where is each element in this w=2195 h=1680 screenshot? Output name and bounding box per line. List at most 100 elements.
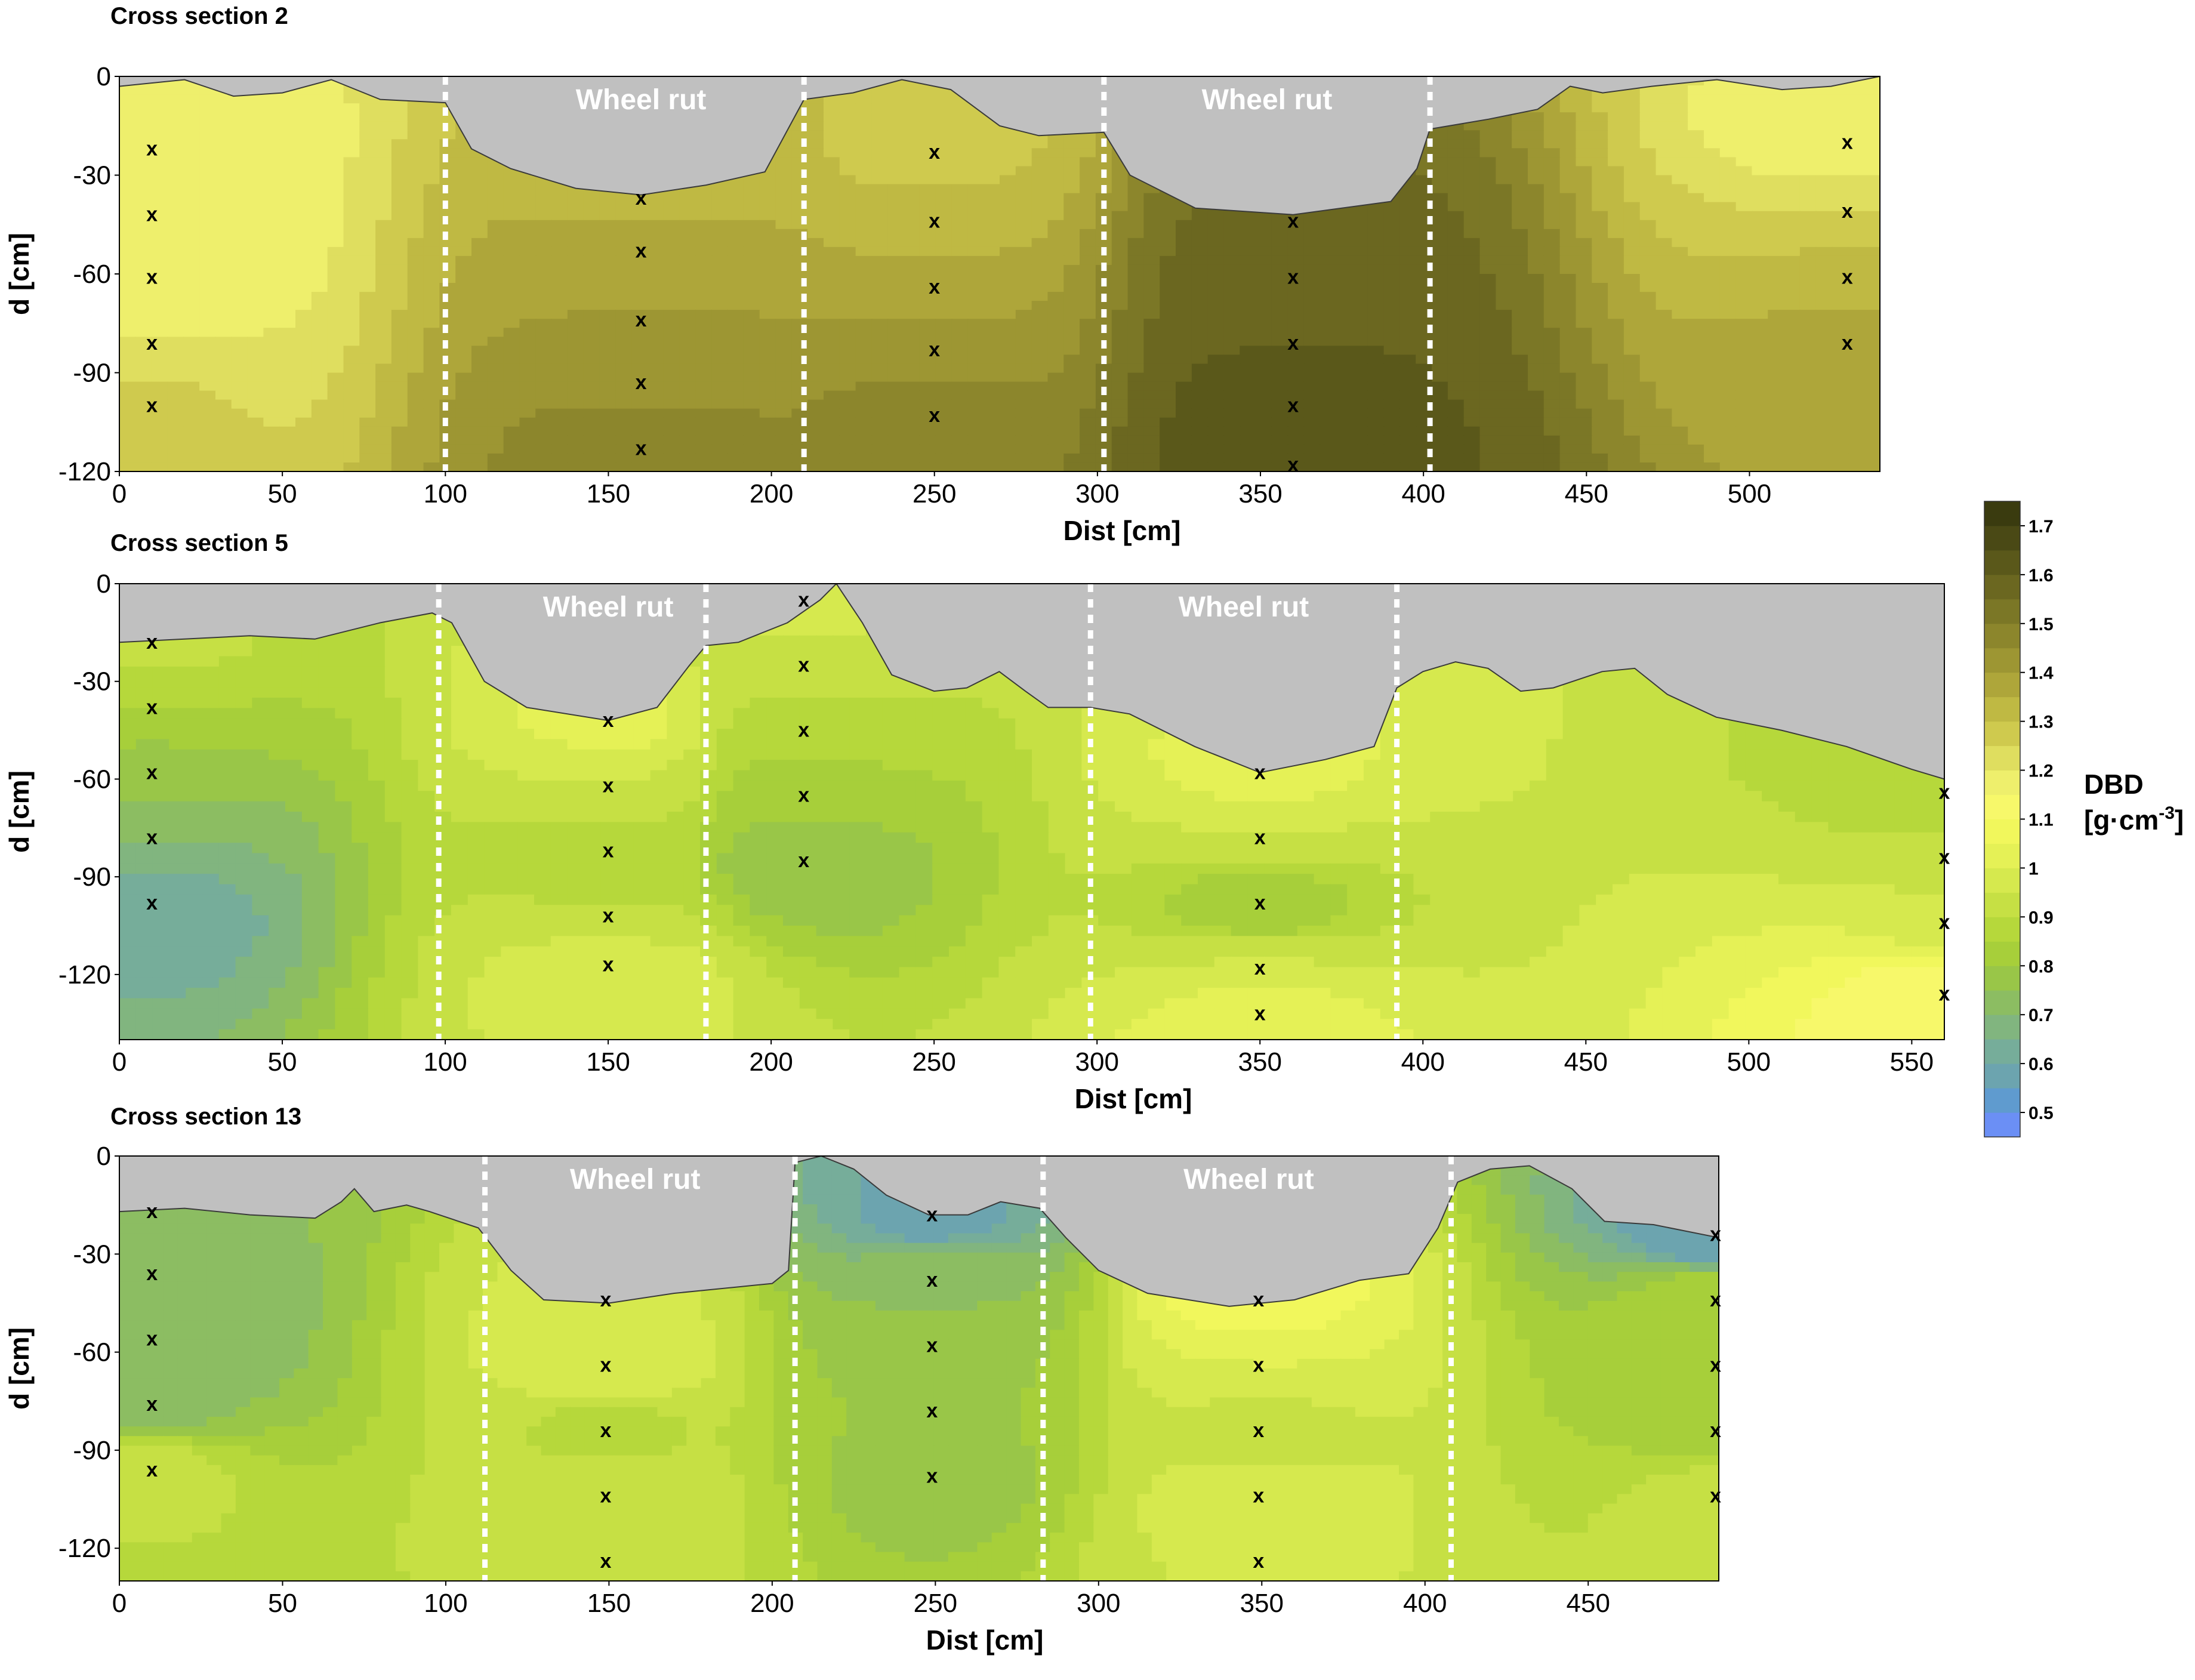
contour-cell (1127, 301, 1145, 310)
contour-cell (391, 372, 408, 383)
contour-cell (1672, 148, 1688, 158)
contour-cell (1160, 319, 1176, 329)
contour-cell (1864, 94, 1880, 104)
contour-cell (1608, 121, 1624, 131)
contour-cell (1063, 175, 1080, 185)
contour-cell (1095, 148, 1112, 158)
contour-cell (583, 229, 600, 239)
contour-cell (375, 246, 392, 257)
contour-cell (807, 184, 824, 194)
contour-cell (391, 166, 408, 176)
contour-cell (695, 381, 713, 392)
contour-cell (1735, 346, 1753, 356)
contour-cell (519, 319, 537, 329)
contour-cell (1576, 255, 1593, 266)
contour-cell (1191, 337, 1209, 347)
contour-cell (855, 453, 873, 463)
contour-cell (1848, 372, 1864, 383)
contour-cell (1656, 283, 1673, 292)
contour-cell (375, 166, 392, 176)
contour-cell (135, 238, 152, 248)
contour-cell (1543, 139, 1561, 149)
contour-cell (407, 103, 424, 113)
contour-cell (935, 426, 952, 436)
contour-cell (1543, 462, 1561, 471)
contour-cell (1463, 238, 1481, 248)
contour-cell (951, 175, 969, 185)
contour-cell (1815, 238, 1833, 248)
contour-cell (487, 453, 504, 463)
contour-cell (1688, 301, 1704, 310)
contour-cell (327, 283, 344, 292)
contour-cell (1559, 319, 1577, 329)
x-tick-label: 400 (1401, 479, 1445, 508)
contour-cell (551, 193, 568, 203)
contour-cell (1432, 346, 1448, 356)
contour-cell (631, 363, 648, 374)
contour-cell (183, 184, 200, 194)
contour-cell (1832, 94, 1849, 104)
contour-cell (471, 229, 488, 239)
contour-cell (1287, 238, 1305, 248)
contour-cell (1127, 264, 1145, 275)
contour-cell (1735, 229, 1753, 239)
contour-cell (1383, 319, 1401, 329)
contour-cell (119, 175, 136, 185)
contour-cell (231, 363, 248, 374)
contour-cell (759, 390, 776, 400)
contour-cell (1623, 264, 1641, 275)
contour-cell (343, 220, 360, 230)
contour-cell (1592, 399, 1608, 409)
contour-cell (599, 417, 616, 427)
contour-cell (855, 337, 873, 347)
contour-cell (311, 399, 328, 409)
contour-cell (1463, 301, 1481, 310)
contour-cell (967, 211, 984, 221)
contour-cell (648, 417, 664, 427)
contour-cell (119, 202, 136, 212)
contour-cell (135, 148, 152, 158)
contour-cell (1463, 121, 1481, 131)
contour-cell (1383, 399, 1401, 409)
contour-cell (824, 292, 840, 301)
contour-cell (1399, 238, 1417, 248)
contour-cell (279, 435, 296, 445)
contour-cell (327, 220, 344, 230)
contour-cell (1672, 435, 1688, 445)
contour-cell (743, 229, 760, 239)
contour-cell (1528, 408, 1544, 418)
contour-cell (1031, 435, 1049, 445)
contour-cell (215, 381, 232, 392)
contour-cell (711, 372, 728, 383)
contour-cell (743, 444, 760, 454)
contour-cell (199, 462, 216, 471)
contour-cell (1512, 444, 1528, 454)
contour-cell (679, 453, 696, 463)
contour-cell (1399, 328, 1417, 338)
contour-cell (1047, 355, 1065, 365)
contour-cell (327, 337, 344, 347)
contour-cell (1432, 328, 1448, 338)
contour-cell (1432, 310, 1448, 320)
contour-cell (247, 166, 264, 176)
contour-cell (1047, 363, 1065, 374)
contour-cell (199, 310, 216, 320)
contour-cell (855, 112, 873, 122)
contour-cell (1672, 310, 1688, 320)
contour-cell (1176, 274, 1192, 283)
contour-cell (567, 238, 584, 248)
contour-cell (311, 211, 328, 221)
contour-cell (1512, 193, 1528, 203)
contour-cell (1127, 426, 1145, 436)
contour-cell (648, 453, 664, 463)
contour-cell (727, 202, 744, 212)
contour-cell (1479, 337, 1497, 347)
contour-cell (1031, 417, 1049, 427)
contour-cell (1111, 426, 1129, 436)
contour-cell (871, 211, 889, 221)
contour-cell (1512, 283, 1528, 292)
contour-cell (887, 193, 904, 203)
contour-cell (583, 211, 600, 221)
contour-cell (1848, 85, 1864, 95)
contour-cell (1848, 283, 1864, 292)
